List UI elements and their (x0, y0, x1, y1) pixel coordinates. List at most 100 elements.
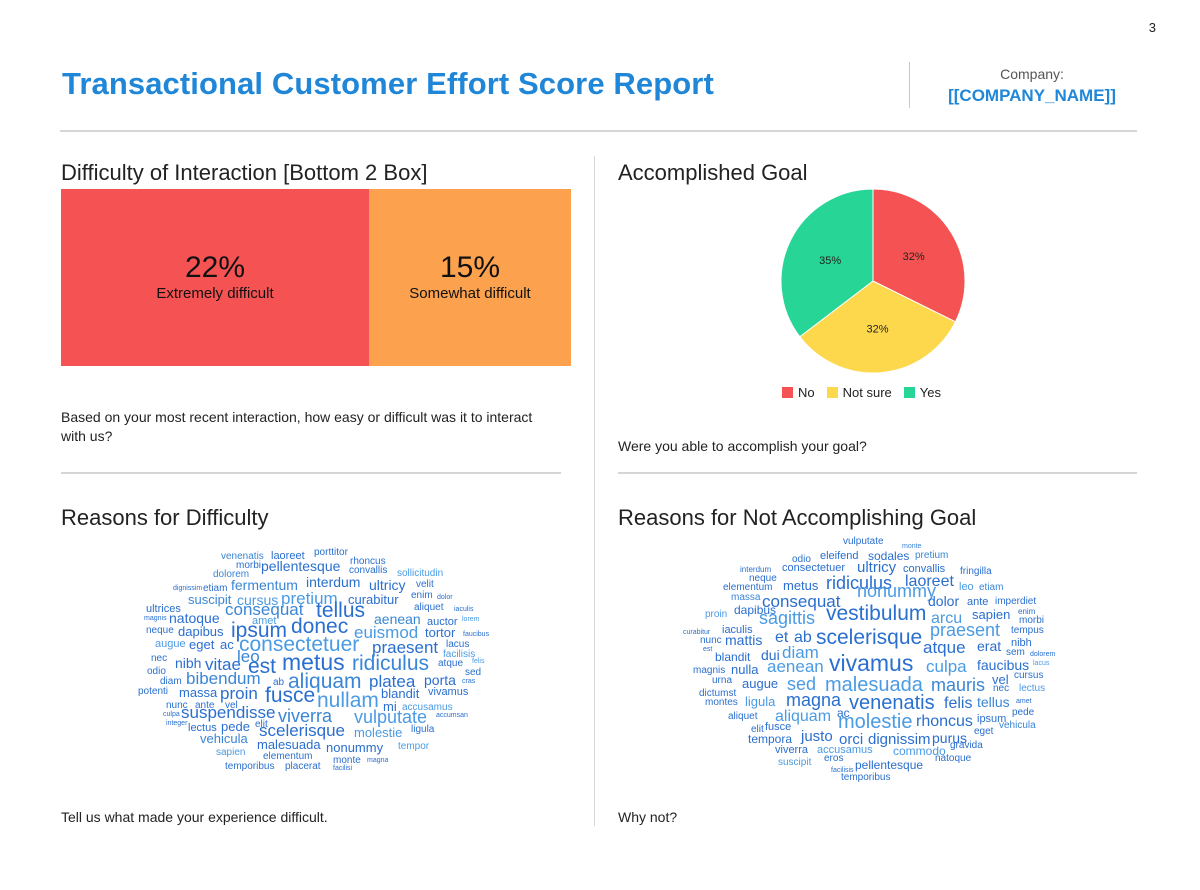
word-cloud-word: dapibus (734, 603, 777, 617)
word-cloud-word: diam (160, 676, 182, 687)
word-cloud-word: ipsum (231, 619, 288, 642)
word-cloud-word: lacus (1033, 660, 1050, 667)
word-cloud-word: proin (220, 684, 258, 703)
word-cloud-word: praesent (930, 620, 1001, 640)
word-cloud-word: curabitur (683, 629, 711, 636)
word-cloud-word: ligula (745, 694, 776, 709)
treemap-cell-somewhat-difficult: 15% Somewhat difficult (369, 189, 571, 366)
word-cloud-word: amet (252, 615, 277, 627)
word-cloud-word: aenean (374, 611, 421, 627)
word-cloud-word: sed (465, 667, 482, 678)
word-cloud-word: tortor (425, 625, 456, 640)
header-divider (60, 130, 1137, 132)
word-cloud-word: magnis (693, 665, 726, 676)
word-cloud-word: facilisi (333, 765, 353, 772)
section-divider (618, 472, 1137, 474)
word-cloud-word: est (248, 655, 277, 678)
word-cloud-word: convallis (349, 565, 388, 576)
word-cloud-word: augue (742, 676, 779, 691)
word-cloud-word: morbi (1019, 615, 1045, 626)
word-cloud-word: atque (923, 638, 966, 657)
word-cloud-word: imperdiet (995, 596, 1037, 607)
word-cloud-word: fusce (265, 684, 316, 707)
word-cloud-word: nullam (317, 689, 379, 712)
word-cloud-word: ac (220, 637, 234, 652)
word-cloud-word: morbi (236, 560, 262, 571)
word-cloud-word: convallis (903, 563, 946, 575)
word-cloud-word: fusce (765, 721, 792, 733)
word-cloud-word: placerat (285, 761, 321, 772)
goal-title: Accomplished Goal (618, 160, 808, 185)
pie-data-label: 32% (903, 251, 925, 263)
legend-swatch (782, 387, 793, 398)
legend-item-no: No (782, 385, 815, 400)
word-cloud-word: praesent (372, 638, 439, 657)
pie-slice-no (872, 188, 966, 323)
word-cloud-word: scelerisque (259, 721, 345, 740)
word-cloud-word: nibh (175, 655, 202, 671)
word-cloud-word: tempor (398, 741, 430, 752)
word-cloud-word: cras (462, 678, 476, 685)
center-divider (594, 156, 595, 826)
goal-pie-chart: 32% 32% 35% (780, 188, 966, 374)
word-cloud-word: nec (993, 683, 1010, 694)
word-cloud-word: pellentesque (855, 758, 924, 772)
legend-item-yes: Yes (903, 385, 941, 400)
word-cloud-word: mauris (931, 675, 986, 695)
word-cloud-word: sed (787, 674, 817, 694)
word-cloud-word: fermentum (231, 577, 298, 593)
difficulty-question: Based on your most recent interaction, h… (61, 409, 533, 444)
reasons-goal-word-cloud: vulputate monte odio eleifend sodales pretium… (683, 536, 1055, 783)
treemap-cell-percent: 15% (439, 251, 501, 284)
word-cloud-word: leo (237, 647, 260, 666)
word-cloud-word: felis (472, 658, 485, 665)
word-cloud-word: elementum (723, 582, 773, 593)
word-cloud-word: erat (977, 638, 1002, 654)
treemap-cell-percent: 22% (184, 251, 246, 284)
word-cloud-word: nunc (700, 635, 722, 646)
word-cloud-word: mi (383, 699, 397, 714)
word-cloud-word: temporibus (225, 761, 275, 772)
word-cloud-word: vivamus (428, 686, 469, 698)
word-cloud-word: cursus (1014, 670, 1044, 681)
word-cloud-word: pretium (915, 550, 949, 561)
word-cloud-word: natoque (169, 610, 220, 626)
word-cloud-word: dolor (437, 594, 453, 601)
word-cloud-word: mattis (725, 632, 763, 648)
treemap-cell-label: Somewhat difficult (409, 285, 531, 302)
word-cloud-word: blandit (715, 650, 751, 664)
word-cloud-word: ac (837, 706, 850, 720)
word-cloud-word: sem (1006, 647, 1025, 658)
word-cloud-word: lacus (446, 639, 470, 650)
reasons-difficulty-word-cloud: venenatis laoreet porttitor morbi pellentesq… (0, 0, 594, 800)
word-cloud-word: tellus (977, 694, 1010, 710)
word-cloud-word: purus (932, 730, 968, 746)
section-divider (61, 472, 561, 474)
word-cloud-word: ridiculus (352, 652, 430, 675)
word-cloud-word: gravida (950, 740, 983, 751)
word-cloud-word: interdum (740, 565, 772, 574)
word-cloud-word: etiam (203, 583, 228, 594)
word-cloud-word: ultrices (146, 603, 181, 615)
word-cloud-word: commodo (893, 744, 946, 758)
word-cloud-word: est (703, 646, 713, 653)
word-cloud-word: metus (282, 649, 345, 675)
word-cloud-word: euismod (354, 623, 419, 642)
word-cloud-word: leo (959, 581, 974, 593)
word-cloud-word: vulputate (843, 536, 884, 547)
word-cloud-word: molestie (838, 711, 913, 733)
word-cloud-word: tempora (748, 732, 793, 746)
word-cloud-word: neque (749, 573, 777, 584)
word-cloud-word: urna (712, 675, 733, 686)
word-cloud-word: malesuada (257, 737, 321, 752)
page-number: 3 (1148, 20, 1156, 35)
word-cloud-word: aliquet (728, 711, 758, 722)
pie-data-label: 32% (867, 324, 889, 336)
word-cloud-word: temporibus (841, 772, 891, 783)
word-cloud-word: massa (731, 592, 761, 603)
word-cloud-word: dolorem (213, 569, 250, 580)
word-cloud-word: pede (1012, 707, 1035, 718)
word-cloud-word: cursus (237, 592, 279, 608)
word-cloud-word: amet (1016, 698, 1032, 705)
word-cloud-word: facilisis (831, 767, 854, 774)
